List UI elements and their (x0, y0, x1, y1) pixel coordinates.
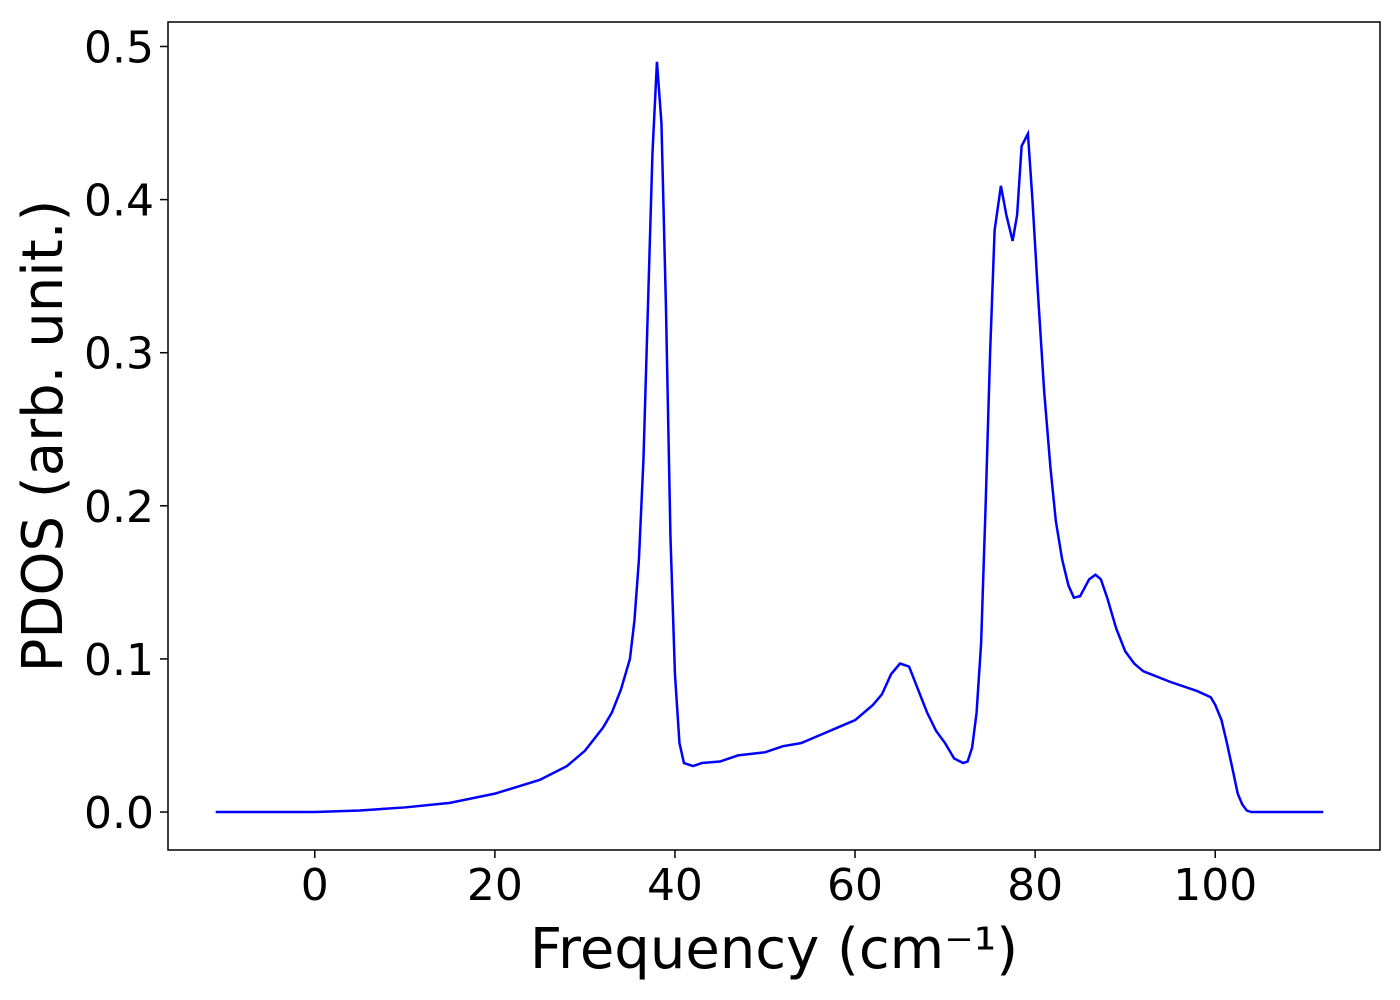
x-tick-label: 0 (301, 860, 329, 911)
x-tick-label: 80 (1007, 860, 1063, 911)
x-tick-label: 100 (1173, 860, 1257, 911)
y-tick-label: 0.1 (84, 635, 154, 686)
x-axis-label: Frequency (cm⁻¹) (530, 917, 1018, 982)
y-tick-label: 0.2 (84, 482, 154, 533)
plot-frame (167, 21, 1381, 851)
x-tick-label: 60 (827, 860, 883, 911)
x-tick-label: 20 (467, 860, 523, 911)
y-tick-label: 0.0 (84, 788, 154, 839)
y-axis-label: PDOS (arb. unit.) (11, 200, 76, 673)
y-tick-label: 0.4 (84, 176, 154, 227)
x-tick-label: 40 (647, 860, 703, 911)
y-tick-label: 0.5 (84, 22, 154, 73)
y-tick-label: 0.3 (84, 329, 154, 380)
line (215, 61, 1324, 814)
